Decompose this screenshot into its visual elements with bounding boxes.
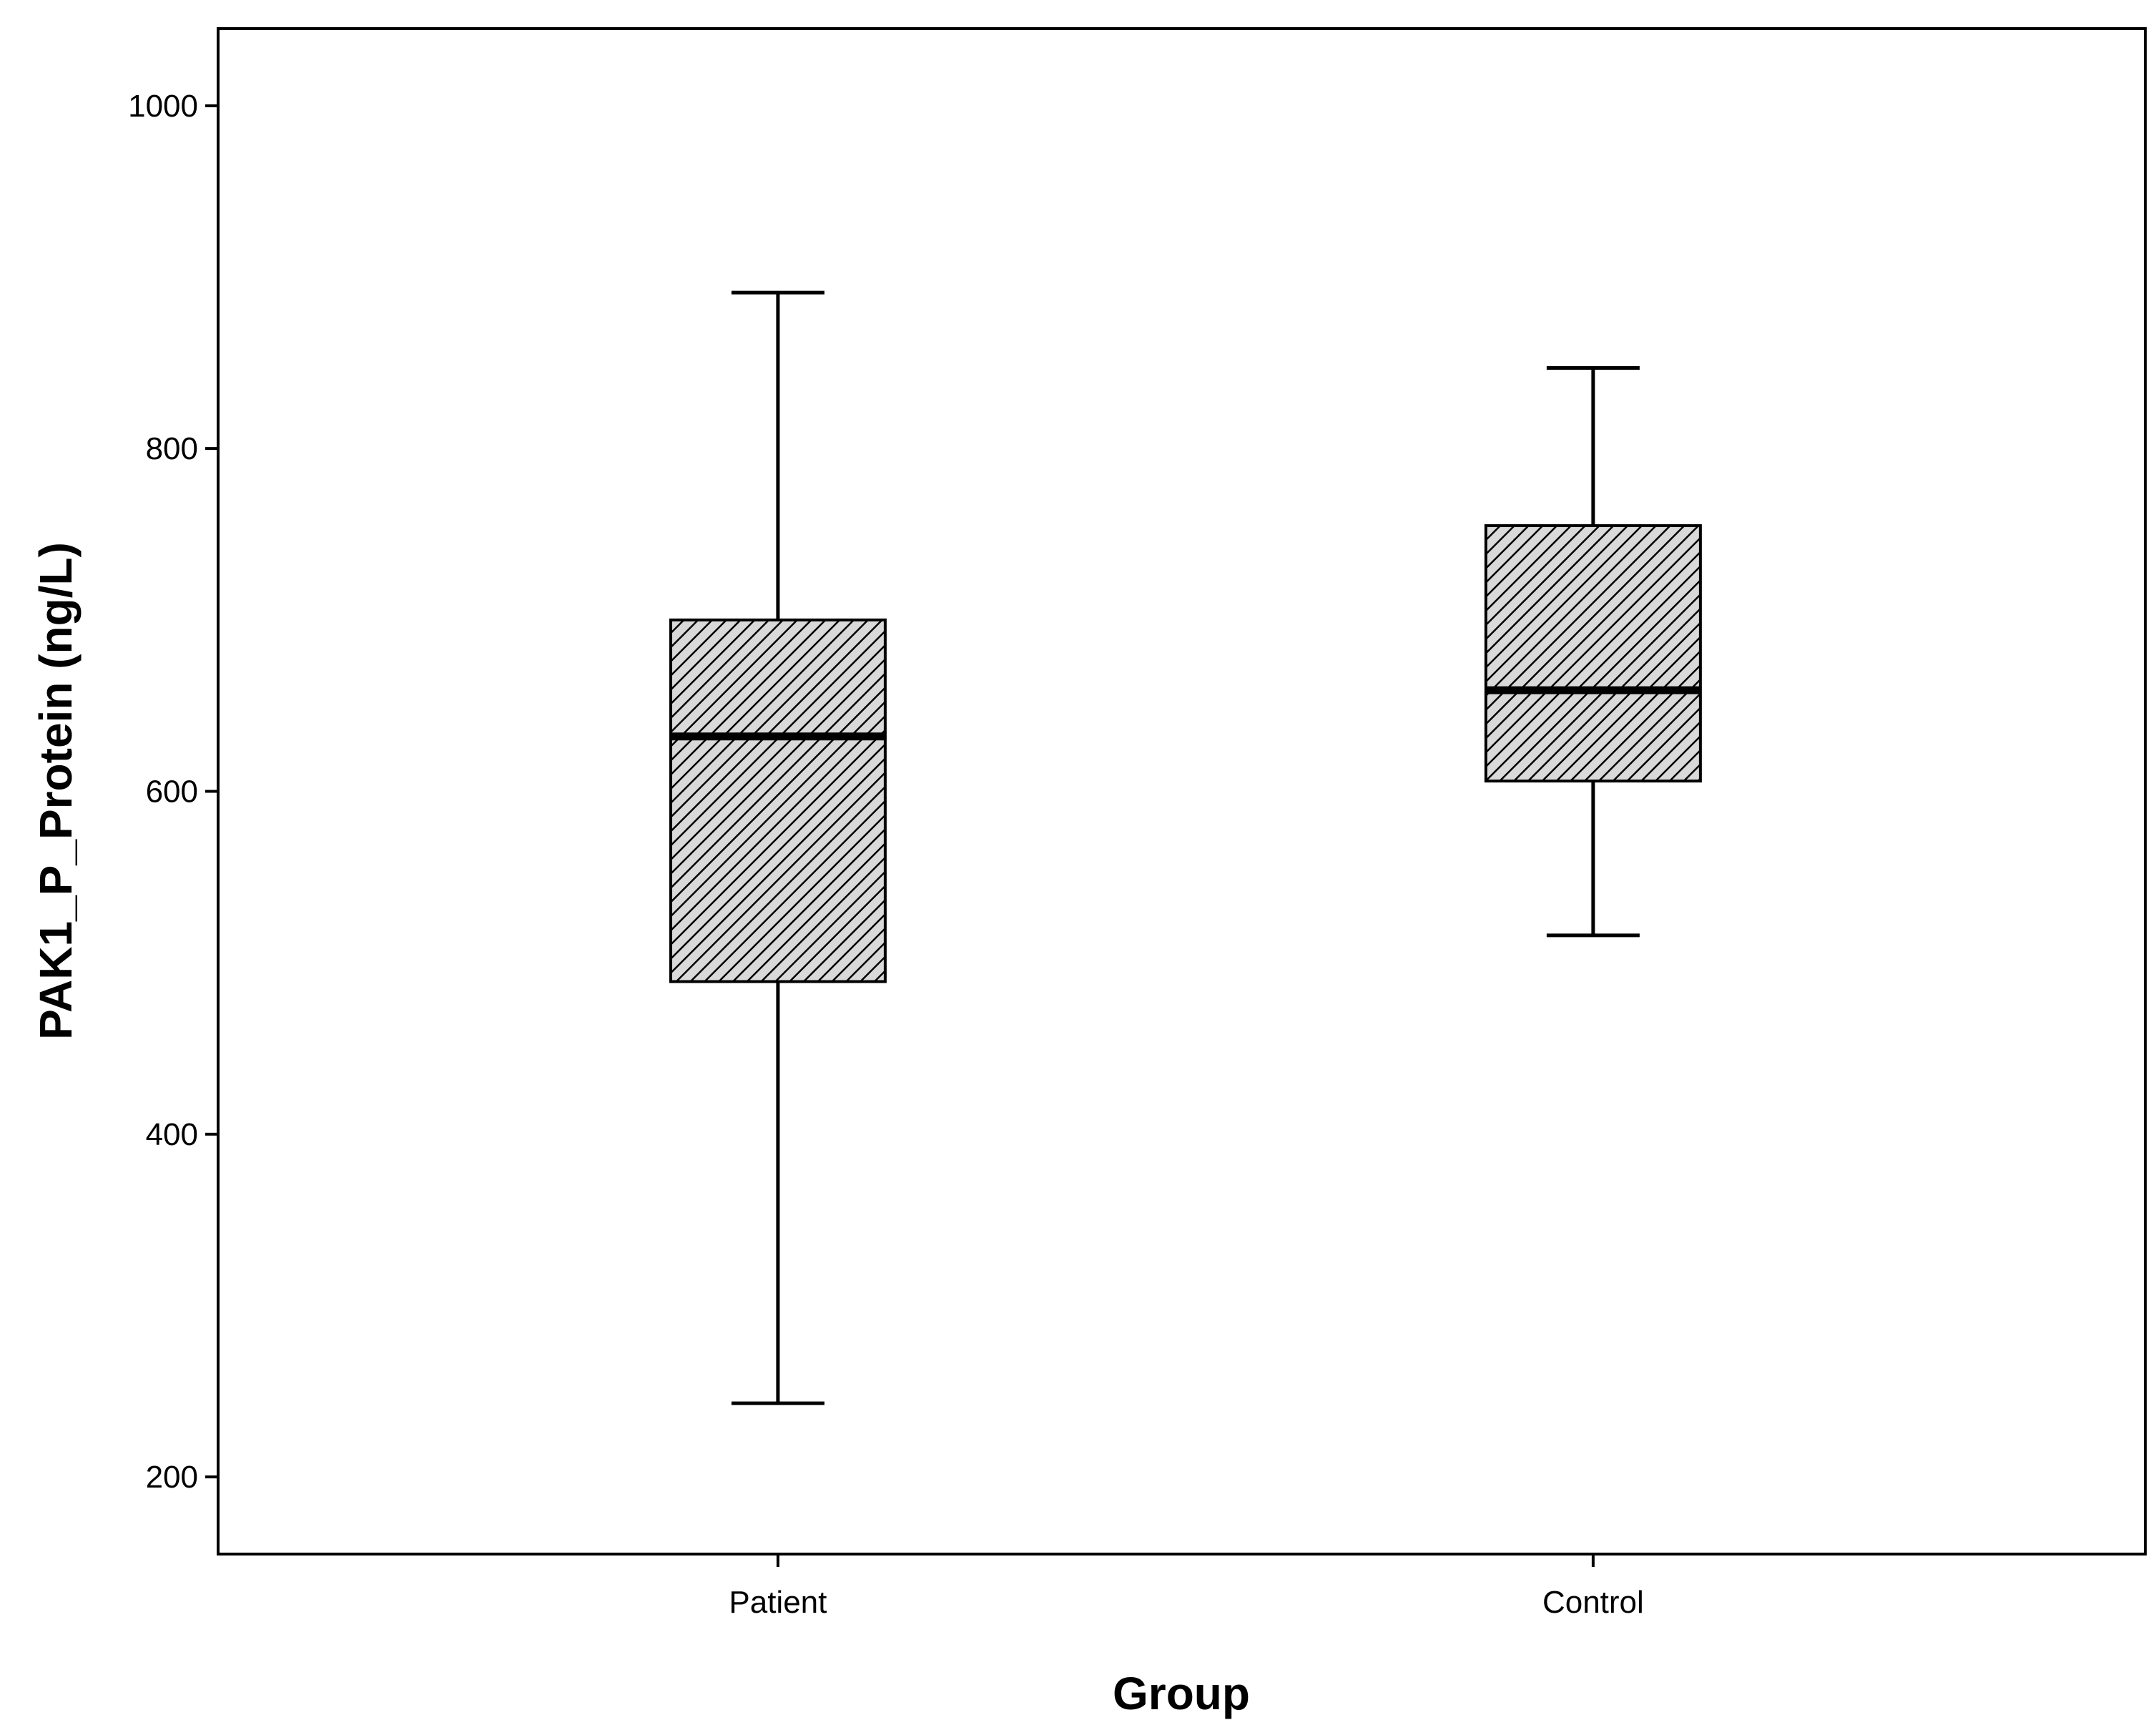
y-tick-label-1000: 1000	[128, 89, 198, 124]
x-tick-label-patient: Patient	[729, 1585, 827, 1620]
y-tick-label-800: 800	[146, 431, 198, 466]
box-patient	[669, 290, 887, 1405]
x-tick-label-control: Control	[1542, 1585, 1644, 1620]
box-series	[669, 290, 1702, 1405]
x-axis-title: Group	[1113, 1668, 1250, 1719]
y-tick-label-600: 600	[146, 775, 198, 810]
iqr-box	[669, 618, 887, 983]
y-axis-title: PAK1_P_Protein (ng/L)	[30, 542, 82, 1040]
plot-area	[217, 27, 2147, 1555]
x-axis: Patient Control	[729, 1554, 1644, 1620]
box-control	[1484, 366, 1702, 938]
y-tick-label-200: 200	[146, 1460, 198, 1495]
iqr-box	[1484, 524, 1702, 783]
y-axis: 200 400 600 800 1000	[128, 89, 218, 1495]
y-tick-label-400: 400	[146, 1117, 198, 1152]
